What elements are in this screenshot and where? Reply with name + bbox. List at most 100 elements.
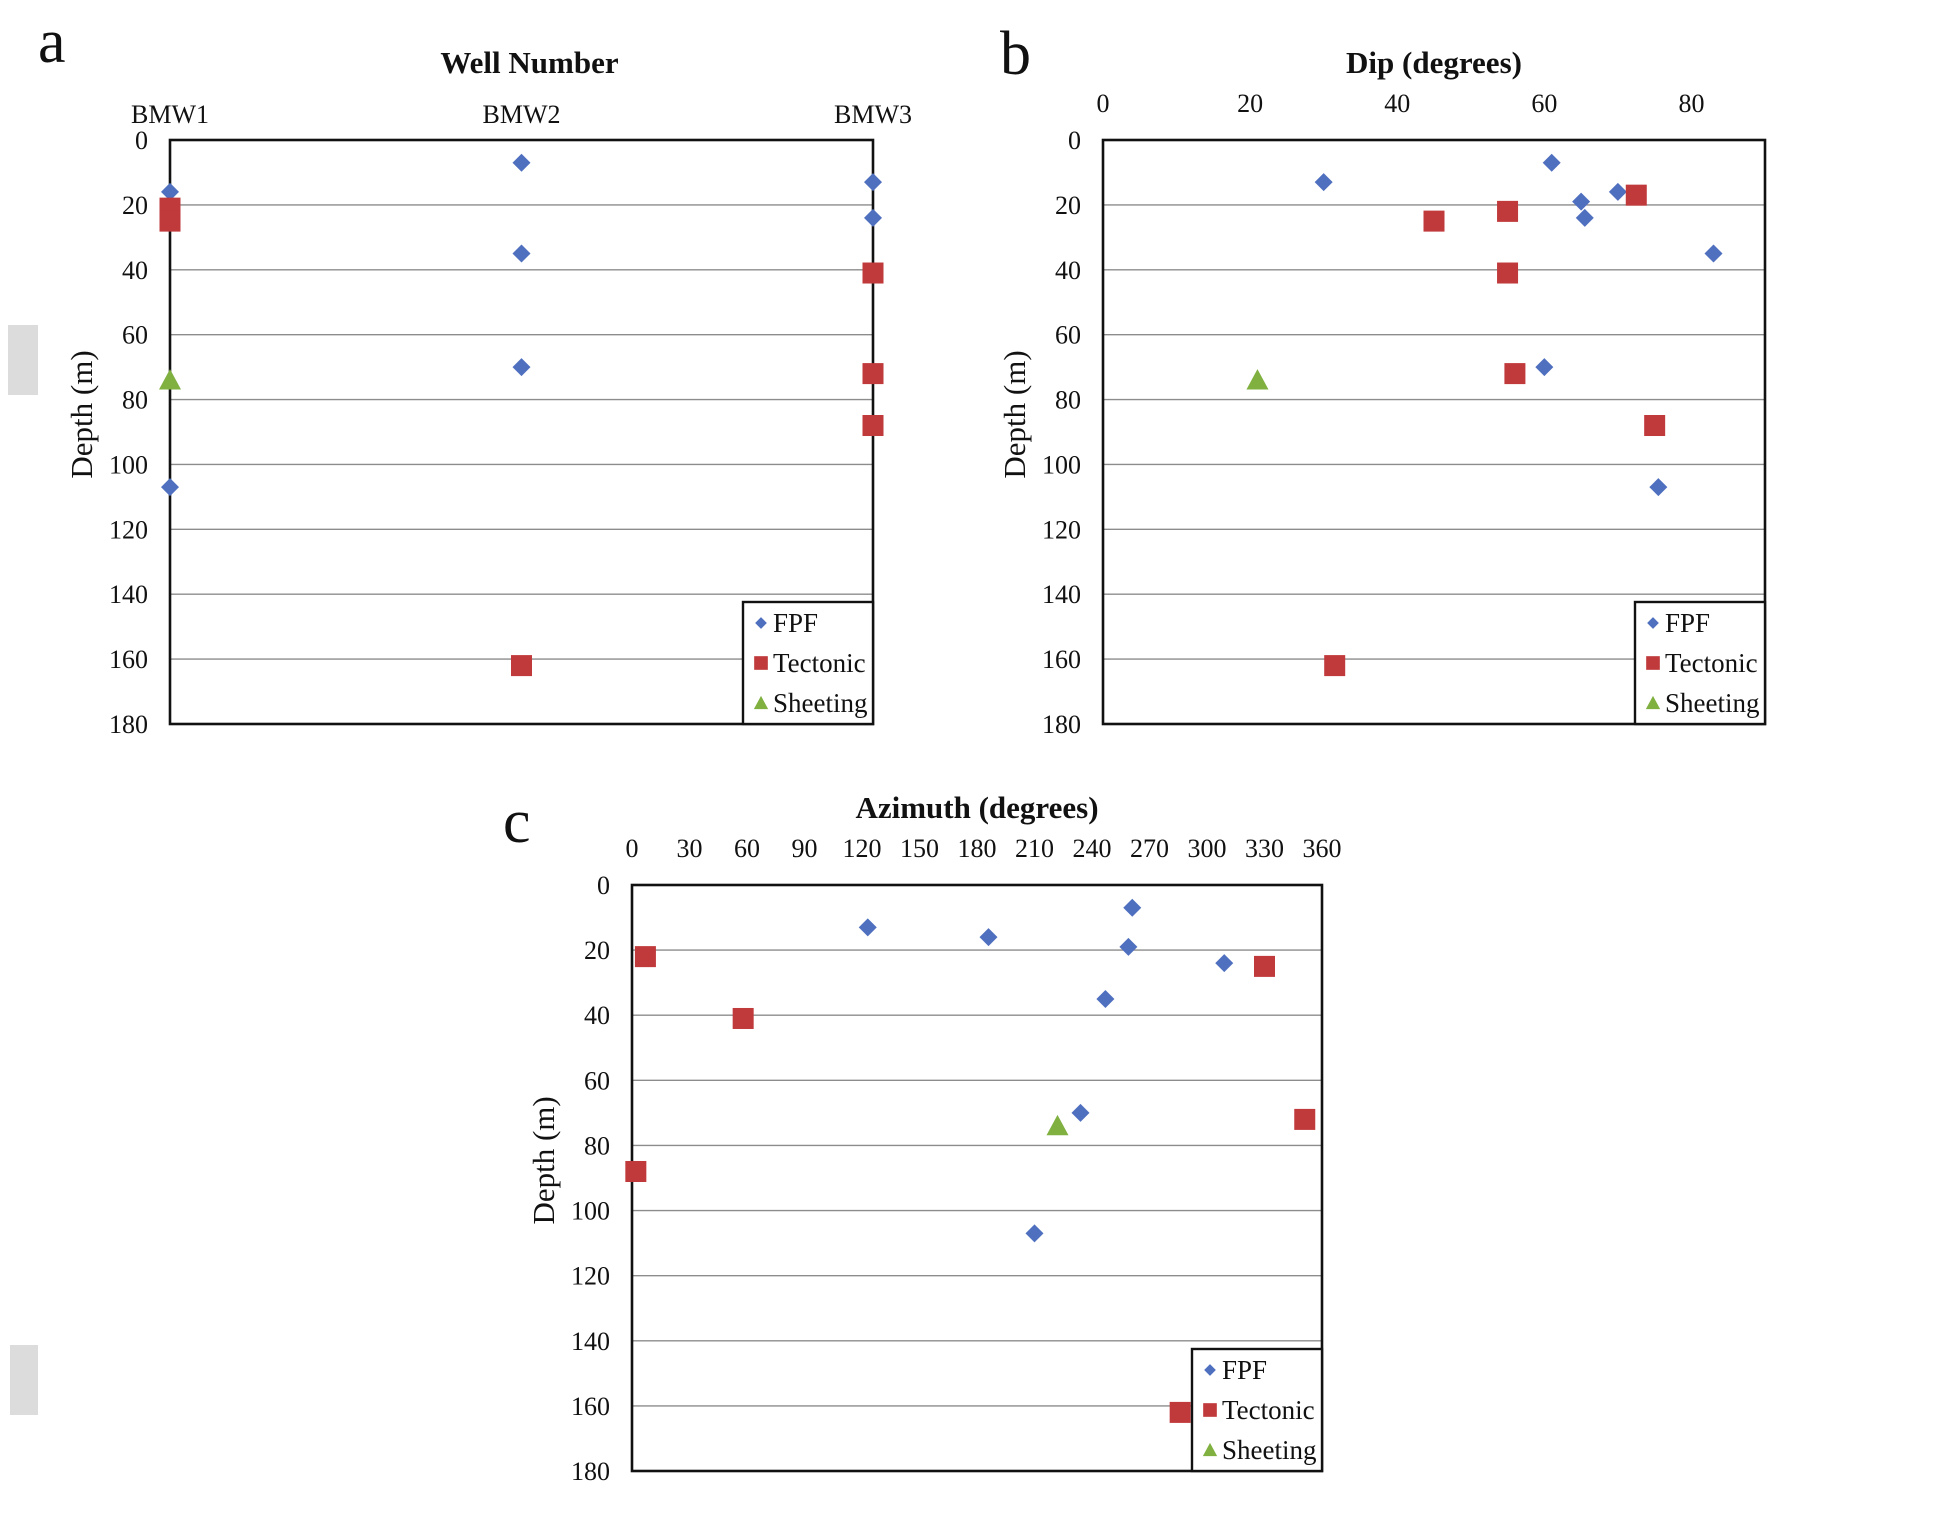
x-tick-label: 300 — [1188, 834, 1227, 863]
legend-label-fpf: FPF — [773, 608, 818, 638]
point-fpf — [1123, 898, 1142, 917]
point-tectonic — [1504, 363, 1526, 385]
legend-marker-tectonic — [1203, 1403, 1217, 1417]
x-tick-label: 60 — [734, 834, 760, 863]
x-tick-label: 20 — [1237, 89, 1263, 118]
point-tectonic — [732, 1007, 754, 1029]
point-fpf — [512, 244, 531, 263]
chart-title: Dip (degrees) — [1346, 45, 1522, 80]
x-tick-label: 360 — [1303, 834, 1342, 863]
point-fpf — [512, 153, 531, 172]
point-fpf — [1608, 182, 1627, 201]
y-tick-label: 40 — [584, 1001, 610, 1030]
legend-marker-sheeting — [1202, 1442, 1218, 1457]
y-tick-label: 40 — [122, 256, 148, 285]
data-points — [159, 153, 884, 677]
point-sheeting — [159, 369, 181, 390]
point-fpf — [1542, 153, 1561, 172]
y-tick-label: 140 — [571, 1327, 610, 1356]
legend-label-fpf: FPF — [1665, 608, 1710, 638]
point-fpf — [864, 208, 882, 227]
x-tick-label: 90 — [792, 834, 818, 863]
legend-label-tectonic: Tectonic — [773, 648, 866, 678]
point-fpf — [1535, 358, 1554, 377]
x-tick-label: 120 — [843, 834, 882, 863]
y-tick-label: 140 — [109, 580, 148, 609]
y-tick-label: 180 — [109, 710, 148, 739]
point-tectonic — [862, 415, 884, 437]
point-fpf — [1575, 208, 1594, 227]
point-fpf — [1119, 937, 1138, 956]
legend-marker-sheeting — [753, 695, 769, 710]
x-tick-label: BMW3 — [834, 100, 912, 129]
data-points — [1246, 153, 1723, 677]
y-tick-label: 180 — [1042, 710, 1081, 739]
y-tick-label: 0 — [135, 126, 148, 155]
panel-letter: b — [1000, 20, 1031, 88]
y-tick-label: 100 — [1042, 450, 1081, 479]
y-tick-label: 20 — [1055, 191, 1081, 220]
x-tick-label: 30 — [677, 834, 703, 863]
legend-label-tectonic: Tectonic — [1222, 1395, 1315, 1425]
point-tectonic — [625, 1160, 647, 1182]
x-tick-label: BMW1 — [131, 100, 209, 129]
x-tick-label: 180 — [958, 834, 997, 863]
y-axis-label: Depth (m) — [64, 350, 99, 478]
y-tick-label: 120 — [1042, 515, 1081, 544]
chart-title: Well Number — [440, 45, 618, 80]
x-tick-label: 240 — [1073, 834, 1112, 863]
y-tick-label: 20 — [584, 936, 610, 965]
y-axis-label: Depth (m) — [526, 1096, 561, 1224]
point-tectonic — [1294, 1108, 1316, 1130]
point-tectonic — [511, 655, 532, 677]
y-tick-label: 120 — [109, 515, 148, 544]
point-tectonic — [1625, 184, 1647, 206]
point-sheeting — [1046, 1114, 1069, 1136]
legend-marker-tectonic — [1646, 656, 1660, 670]
point-fpf — [1215, 954, 1234, 973]
x-tick-label: 0 — [626, 834, 639, 863]
y-tick-label: 80 — [122, 386, 148, 415]
point-fpf — [161, 478, 179, 497]
y-tick-label: 80 — [584, 1131, 610, 1160]
x-tick-label: 330 — [1245, 834, 1284, 863]
x-tick-label: BMW2 — [483, 100, 561, 129]
y-tick-label: 0 — [1068, 126, 1081, 155]
legend-label-sheeting: Sheeting — [1222, 1435, 1317, 1465]
point-fpf — [512, 358, 531, 377]
point-tectonic — [1169, 1401, 1191, 1423]
x-tick-label: 0 — [1097, 89, 1110, 118]
point-tectonic — [1324, 655, 1346, 677]
point-tectonic — [1644, 415, 1666, 437]
point-fpf — [858, 918, 877, 937]
y-tick-label: 60 — [1055, 321, 1081, 350]
y-tick-label: 120 — [571, 1262, 610, 1291]
point-fpf — [979, 928, 998, 947]
y-tick-label: 0 — [597, 871, 610, 900]
y-tick-label: 160 — [571, 1392, 610, 1421]
legend-marker-fpf — [1647, 617, 1659, 629]
y-tick-label: 40 — [1055, 256, 1081, 285]
x-tick-label: 150 — [900, 834, 939, 863]
x-tick-label: 40 — [1384, 89, 1410, 118]
chart-panel-b: b 0 20 40 60 80 100 120 140 160 180 0 20 40 60 80 Dip (d… — [997, 20, 1767, 739]
legend-label-fpf: FPF — [1222, 1355, 1267, 1385]
point-tectonic — [862, 363, 884, 385]
point-fpf — [161, 182, 179, 201]
legend: FPF Tectonic Sheeting — [1190, 1347, 1324, 1473]
y-tick-label: 80 — [1055, 386, 1081, 415]
legend-marker-fpf — [1204, 1364, 1216, 1376]
x-tick-label: 210 — [1015, 834, 1054, 863]
legend: FPF Tectonic Sheeting — [741, 600, 875, 726]
point-tectonic — [1497, 262, 1519, 284]
y-axis-label: Depth (m) — [997, 350, 1032, 478]
panel-letter: a — [38, 8, 66, 76]
chart-title: Azimuth (degrees) — [855, 790, 1098, 825]
chart-panel-c: c 0 20 40 60 80 100 120 140 160 180 0 30 60 90 120 150 18… — [503, 788, 1342, 1486]
point-fpf — [864, 173, 882, 192]
point-fpf — [1649, 478, 1668, 497]
y-tick-label: 160 — [1042, 645, 1081, 674]
point-tectonic — [159, 210, 181, 232]
